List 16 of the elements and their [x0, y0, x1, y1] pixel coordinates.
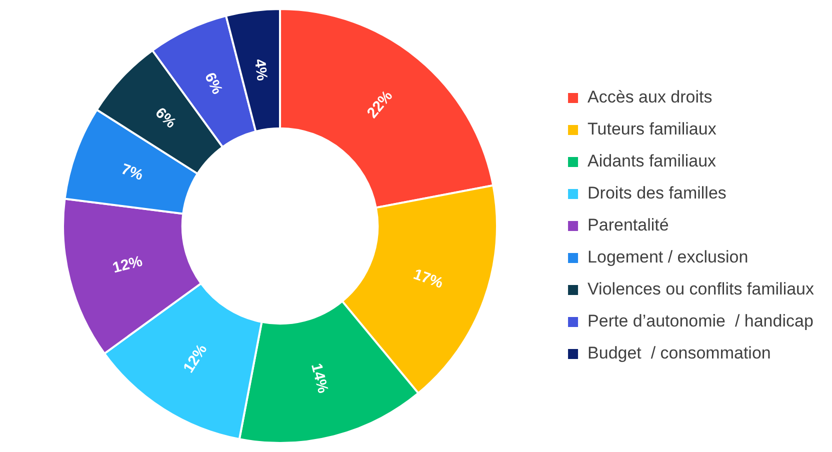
legend-label: Parentalité — [588, 216, 669, 235]
data-label: 7% — [119, 160, 146, 184]
data-label: 6% — [152, 104, 180, 132]
data-label: 14% — [308, 362, 332, 395]
legend-label: Logement / exclusion — [588, 248, 748, 267]
data-label: 12% — [110, 252, 144, 277]
legend-label: Droits des familles — [588, 184, 726, 203]
legend-label: Budget / consommation — [588, 344, 771, 363]
legend-label: Aidants familiaux — [588, 152, 717, 171]
legend-label: Violences ou conflits familiaux — [588, 280, 814, 299]
data-label: 4% — [250, 58, 270, 82]
legend-label: Accès aux droits — [588, 88, 712, 107]
data-label: 6% — [201, 70, 226, 97]
data-label: 17% — [411, 266, 446, 292]
legend-label: Perte d’autonomie / handicap — [588, 312, 814, 331]
legend-label: Tuteurs familiaux — [588, 120, 717, 139]
